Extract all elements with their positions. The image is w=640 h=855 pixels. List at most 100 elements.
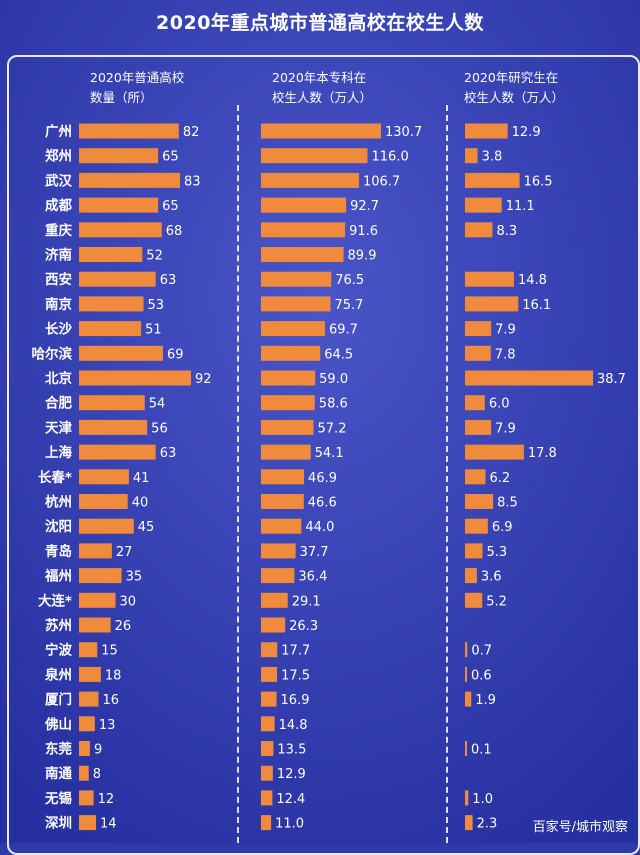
data-label: 1.0	[472, 792, 493, 807]
city-label: 南京	[45, 296, 72, 313]
bar	[79, 395, 145, 411]
bar	[465, 370, 593, 386]
bar	[79, 222, 162, 238]
bar	[261, 469, 305, 485]
bar	[79, 494, 128, 509]
header-undergrad: 2020年本专科在 校生人数（万人）	[272, 68, 372, 108]
data-label: 59.0	[319, 372, 348, 387]
header-postgrad: 2020年研究生在 校生人数（万人）	[464, 68, 564, 108]
bar	[465, 543, 483, 559]
bar	[79, 617, 111, 633]
data-label: 3.8	[482, 150, 503, 165]
data-label: 56	[151, 421, 168, 436]
city-label: 合肥	[45, 395, 72, 412]
city-label: 上海	[45, 444, 72, 461]
bar	[465, 296, 519, 312]
bar	[465, 592, 483, 608]
data-label: 6.0	[489, 397, 510, 412]
data-label: 26	[115, 619, 132, 634]
data-label: 92.7	[350, 199, 379, 214]
data-label: 12	[98, 792, 115, 807]
data-label: 16.5	[524, 174, 553, 189]
data-label: 45	[138, 520, 155, 535]
bar	[79, 790, 94, 806]
data-label: 54	[149, 397, 166, 412]
page-title: 2020年重点城市普通高校在校生人数	[156, 12, 484, 34]
data-label: 65	[162, 150, 179, 165]
header-schools-line2: 数量（所）	[90, 90, 153, 105]
city-label: 福州	[44, 568, 72, 585]
bar	[465, 395, 485, 411]
bar	[261, 518, 302, 534]
bar	[79, 568, 122, 584]
data-label: 75.7	[335, 298, 364, 313]
data-label: 0.7	[471, 644, 492, 659]
bar	[261, 419, 314, 435]
data-label: 0.1	[471, 743, 492, 758]
header-undergrad-line2: 校生人数（万人）	[272, 90, 373, 105]
bar	[261, 370, 316, 386]
bar	[79, 419, 148, 435]
bar	[465, 494, 494, 509]
column-divider-1	[237, 105, 239, 843]
data-label: 5.3	[487, 545, 508, 560]
data-label: 46.6	[308, 496, 337, 511]
city-label: 南通	[45, 765, 72, 782]
data-label: 38.7	[597, 372, 626, 387]
bar	[79, 716, 95, 732]
bar	[79, 197, 159, 213]
data-label: 12.4	[276, 792, 305, 807]
data-label: 30	[120, 594, 137, 609]
data-label: 14	[100, 817, 117, 832]
bar	[261, 765, 273, 781]
data-label: 92	[195, 372, 212, 387]
data-label: 27	[116, 545, 133, 560]
bar	[465, 666, 467, 682]
data-label: 53	[148, 298, 165, 313]
city-label: 广州	[45, 123, 72, 140]
bar	[261, 123, 381, 139]
bar	[79, 469, 129, 485]
city-label: 西安	[45, 271, 72, 288]
data-label: 8.3	[496, 224, 517, 239]
data-label: 6.2	[490, 471, 511, 486]
bar	[261, 666, 278, 682]
bar	[261, 543, 296, 559]
data-label: 82	[183, 125, 200, 140]
data-label: 69	[167, 347, 184, 362]
bar	[261, 568, 295, 584]
bar	[261, 271, 332, 287]
data-label: 91.6	[349, 224, 378, 239]
data-label: 11.0	[275, 817, 304, 832]
data-label: 54.1	[315, 446, 344, 461]
city-label: 长春*	[38, 469, 72, 486]
bar	[261, 494, 304, 509]
bar	[465, 568, 477, 584]
bar	[261, 716, 275, 732]
bar	[79, 691, 99, 707]
bar	[465, 419, 492, 435]
data-label: 44.0	[305, 520, 334, 535]
data-label: 29.1	[292, 594, 321, 609]
data-label: 12.9	[277, 767, 306, 782]
bar	[79, 765, 89, 781]
city-label: 郑州	[45, 148, 72, 165]
bar	[465, 815, 473, 831]
city-label: 佛山	[44, 716, 72, 733]
data-label: 12.9	[512, 125, 541, 140]
city-label: 东莞	[45, 741, 72, 758]
bar	[261, 395, 315, 411]
bar	[79, 543, 112, 559]
city-label: 天津	[45, 419, 72, 436]
city-label: 泉州	[45, 666, 72, 683]
data-label: 40	[132, 496, 149, 511]
bar	[465, 222, 493, 238]
bar	[465, 123, 508, 139]
header-schools-line1: 2020年普通高校	[90, 70, 185, 85]
column-divider-2	[446, 105, 448, 843]
city-label: 厦门	[45, 691, 72, 708]
bar	[79, 642, 98, 658]
header-schools: 2020年普通高校 数量（所）	[90, 68, 184, 108]
bar	[261, 617, 286, 633]
data-label: 41	[133, 471, 150, 486]
